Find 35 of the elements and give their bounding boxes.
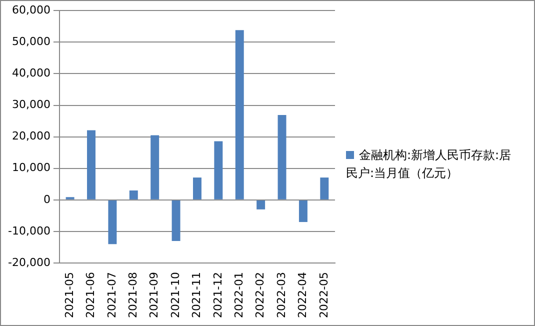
y-tick-label: 40,000 bbox=[12, 66, 50, 80]
y-tick-label: 50,000 bbox=[12, 35, 50, 48]
x-tick-label: 2022-03 bbox=[274, 272, 288, 318]
x-tick-label: 2021-05 bbox=[62, 272, 76, 318]
x-tick-label: 2021-07 bbox=[105, 272, 118, 318]
x-tick-label: 2022-01 bbox=[232, 272, 246, 318]
x-tick-label: 2021-11 bbox=[190, 272, 204, 318]
x-tick-label: 2022-04 bbox=[296, 272, 310, 318]
y-tick-label: 20,000 bbox=[12, 130, 50, 143]
y-tick-label: 0 bbox=[43, 192, 50, 206]
bar bbox=[298, 200, 308, 222]
x-tick-label: 2021-06 bbox=[84, 272, 98, 318]
bar bbox=[129, 190, 138, 200]
x-tick-label: 2021-08 bbox=[126, 272, 140, 318]
x-tick-label: 2021-10 bbox=[168, 272, 182, 318]
bar bbox=[108, 200, 117, 244]
y-tick-label: -10,000 bbox=[8, 224, 50, 238]
bar bbox=[278, 115, 286, 200]
x-tick-label: 2021-12 bbox=[211, 272, 224, 318]
x-tick-label: 2022-02 bbox=[254, 272, 267, 318]
bar bbox=[87, 130, 96, 200]
y-tick-label: 60,000 bbox=[12, 3, 50, 16]
bar bbox=[150, 135, 160, 200]
bar bbox=[172, 200, 180, 241]
legend-label: 金融机构:新增人民币存款:居民户:当月值（亿元） bbox=[346, 147, 512, 182]
x-tick-label: 2021-09 bbox=[148, 272, 161, 318]
x-tick-label: 2022-05 bbox=[317, 272, 330, 318]
bar bbox=[235, 30, 244, 200]
y-tick-label: -20,000 bbox=[8, 256, 50, 269]
bar bbox=[320, 178, 329, 200]
bar bbox=[192, 178, 202, 200]
bar bbox=[256, 200, 266, 210]
y-tick-label: 30,000 bbox=[12, 98, 50, 112]
bar bbox=[214, 141, 223, 200]
y-tick-label: 10,000 bbox=[12, 161, 50, 174]
